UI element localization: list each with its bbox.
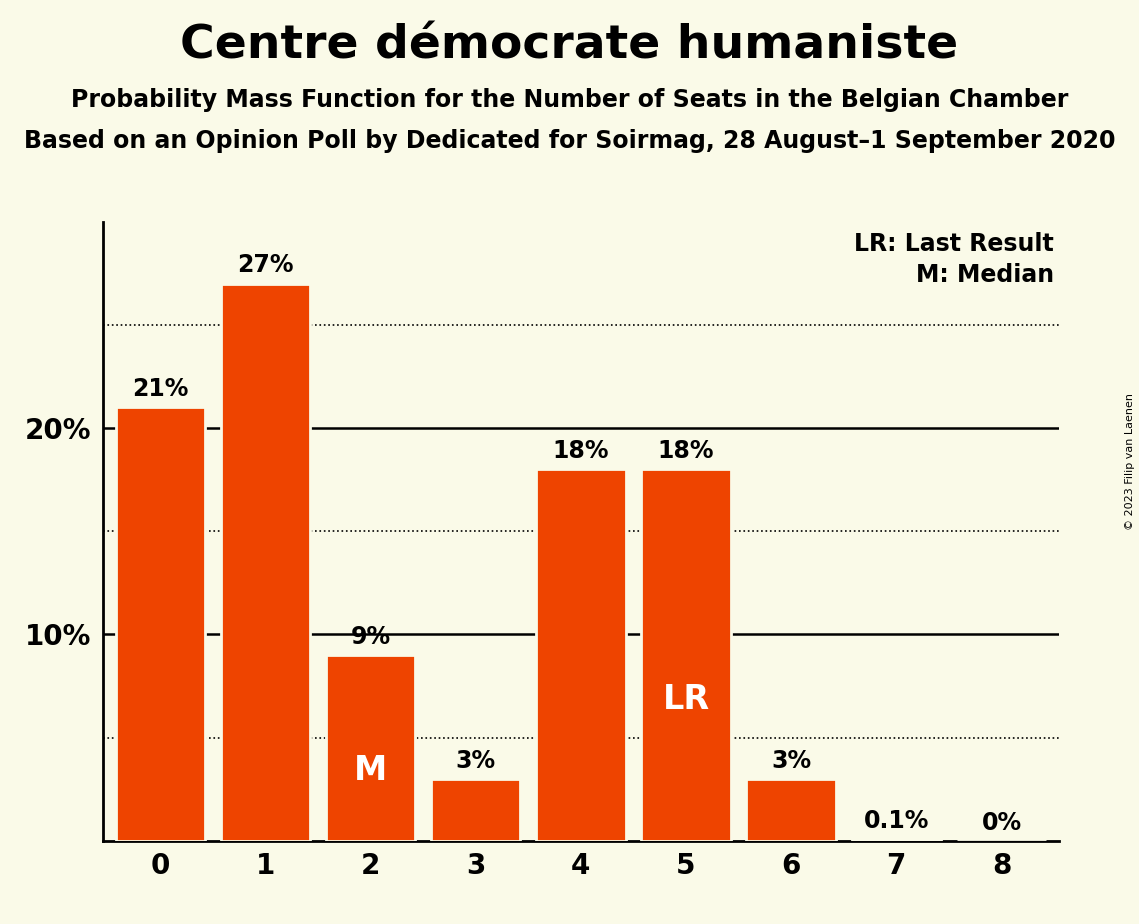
Text: © 2023 Filip van Laenen: © 2023 Filip van Laenen	[1125, 394, 1134, 530]
Text: 3%: 3%	[771, 748, 811, 772]
Text: 9%: 9%	[351, 625, 391, 649]
Text: 21%: 21%	[132, 377, 189, 401]
Text: Based on an Opinion Poll by Dedicated for Soirmag, 28 August–1 September 2020: Based on an Opinion Poll by Dedicated fo…	[24, 129, 1115, 153]
Text: LR: LR	[663, 683, 710, 716]
Bar	[431, 779, 521, 841]
Bar	[746, 779, 836, 841]
Text: 0%: 0%	[982, 810, 1022, 834]
Text: 27%: 27%	[237, 253, 294, 277]
Text: 0.1%: 0.1%	[863, 808, 929, 833]
Text: 18%: 18%	[552, 439, 609, 463]
Text: Probability Mass Function for the Number of Seats in the Belgian Chamber: Probability Mass Function for the Number…	[71, 88, 1068, 112]
Bar	[852, 839, 941, 841]
Text: LR: Last Result: LR: Last Result	[854, 232, 1054, 256]
Text: M: Median: M: Median	[916, 263, 1054, 287]
Bar	[116, 407, 205, 841]
Bar	[536, 469, 625, 841]
Bar	[641, 469, 731, 841]
Text: 3%: 3%	[456, 748, 495, 772]
Text: Centre démocrate humaniste: Centre démocrate humaniste	[180, 23, 959, 68]
Bar	[221, 284, 310, 841]
Text: 18%: 18%	[658, 439, 714, 463]
Text: M: M	[354, 754, 387, 786]
Bar	[326, 655, 416, 841]
